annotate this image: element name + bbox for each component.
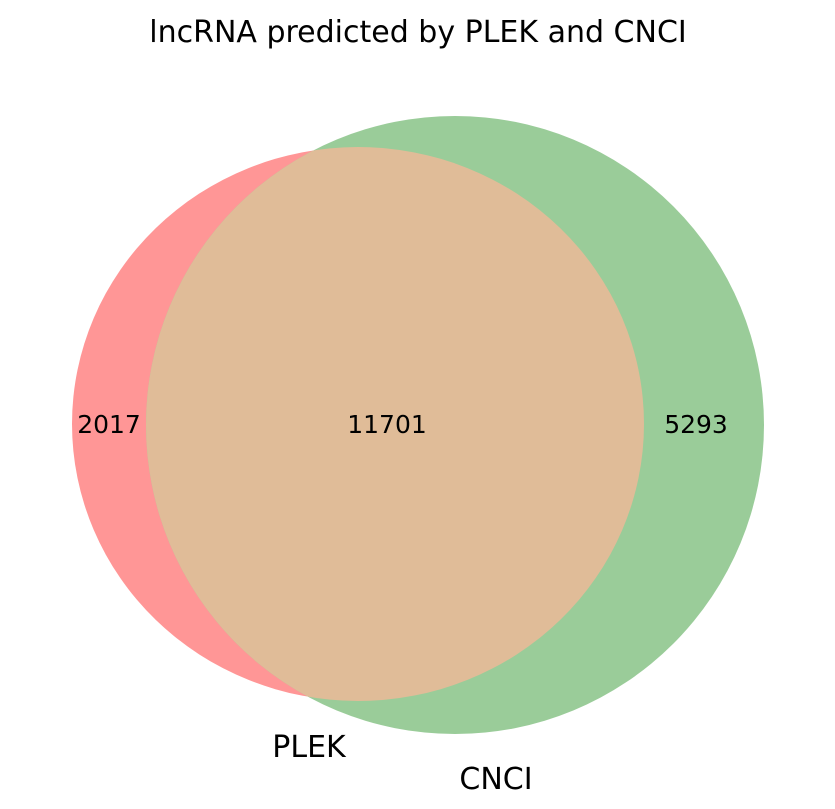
overlap-count: 11701 — [347, 410, 427, 439]
cnci-only-count: 5293 — [664, 410, 728, 439]
plek-only-count: 2017 — [77, 410, 141, 439]
cnci-set-label: CNCI — [459, 762, 532, 797]
plek-set-label: PLEK — [272, 730, 347, 765]
diagram-title: lncRNA predicted by PLEK and CNCI — [149, 15, 687, 50]
